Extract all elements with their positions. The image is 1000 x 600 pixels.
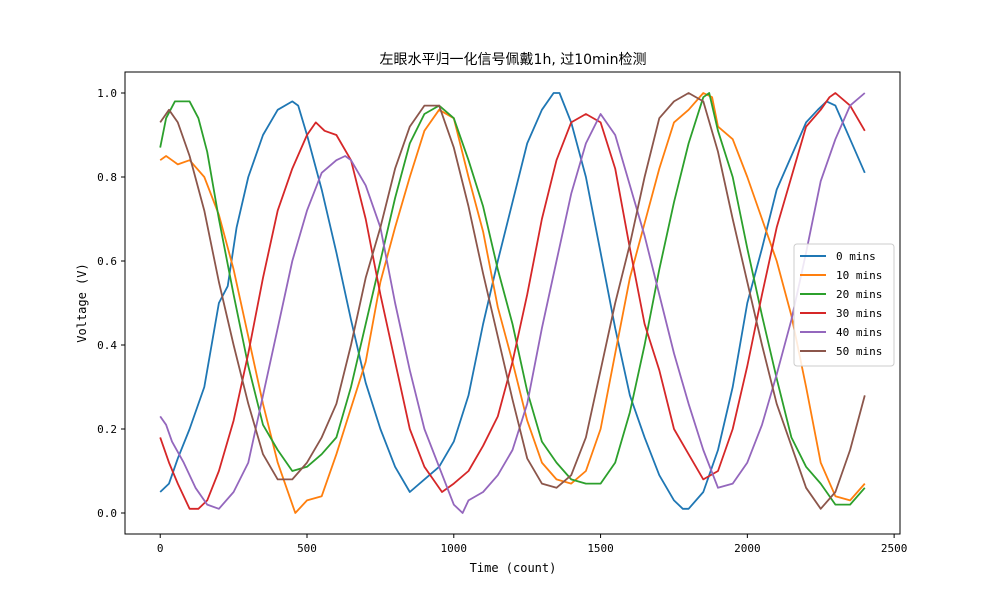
- x-tick-label: 2500: [881, 542, 908, 555]
- x-tick-label: 2000: [734, 542, 761, 555]
- series-line-3: [159, 92, 866, 510]
- y-axis-title: Voltage (V): [75, 263, 89, 342]
- series-line-1: [159, 92, 866, 514]
- legend-label: 10 mins: [836, 269, 882, 282]
- plot-area: [124, 71, 901, 535]
- x-tick-label: 0: [157, 542, 164, 555]
- y-tick-label: 0.4: [97, 339, 117, 352]
- y-tick-label: 0.6: [97, 255, 117, 268]
- y-tick-label: 0.2: [97, 423, 117, 436]
- legend-label: 30 mins: [836, 307, 882, 320]
- y-tick-label: 0.0: [97, 507, 117, 520]
- x-tick-label: 1000: [441, 542, 468, 555]
- x-axis: 0 500 1000 1500 2000 2500: [157, 534, 907, 555]
- series-line-0: [159, 92, 866, 510]
- series-line-5: [159, 92, 866, 510]
- y-axis: 0.0 0.2 0.4 0.6 0.8 1.0: [97, 87, 125, 520]
- legend-label: 0 mins: [836, 250, 876, 263]
- chart-title: 左眼水平归一化信号佩戴1h, 过10min检测: [380, 51, 647, 68]
- x-tick-label: 1500: [587, 542, 614, 555]
- x-tick-label: 500: [297, 542, 317, 555]
- y-tick-label: 0.8: [97, 171, 117, 184]
- x-axis-title: Time (count): [470, 561, 557, 575]
- series-line-4: [159, 92, 866, 514]
- series-line-2: [159, 92, 866, 506]
- legend-label: 40 mins: [836, 326, 882, 339]
- legend-label: 50 mins: [836, 345, 882, 358]
- y-tick-label: 1.0: [97, 87, 117, 100]
- legend-label: 20 mins: [836, 288, 882, 301]
- series-layer: [159, 92, 866, 514]
- legend: 0 mins 10 mins 20 mins 30 mins 40 mins 50 min…: [793, 243, 895, 367]
